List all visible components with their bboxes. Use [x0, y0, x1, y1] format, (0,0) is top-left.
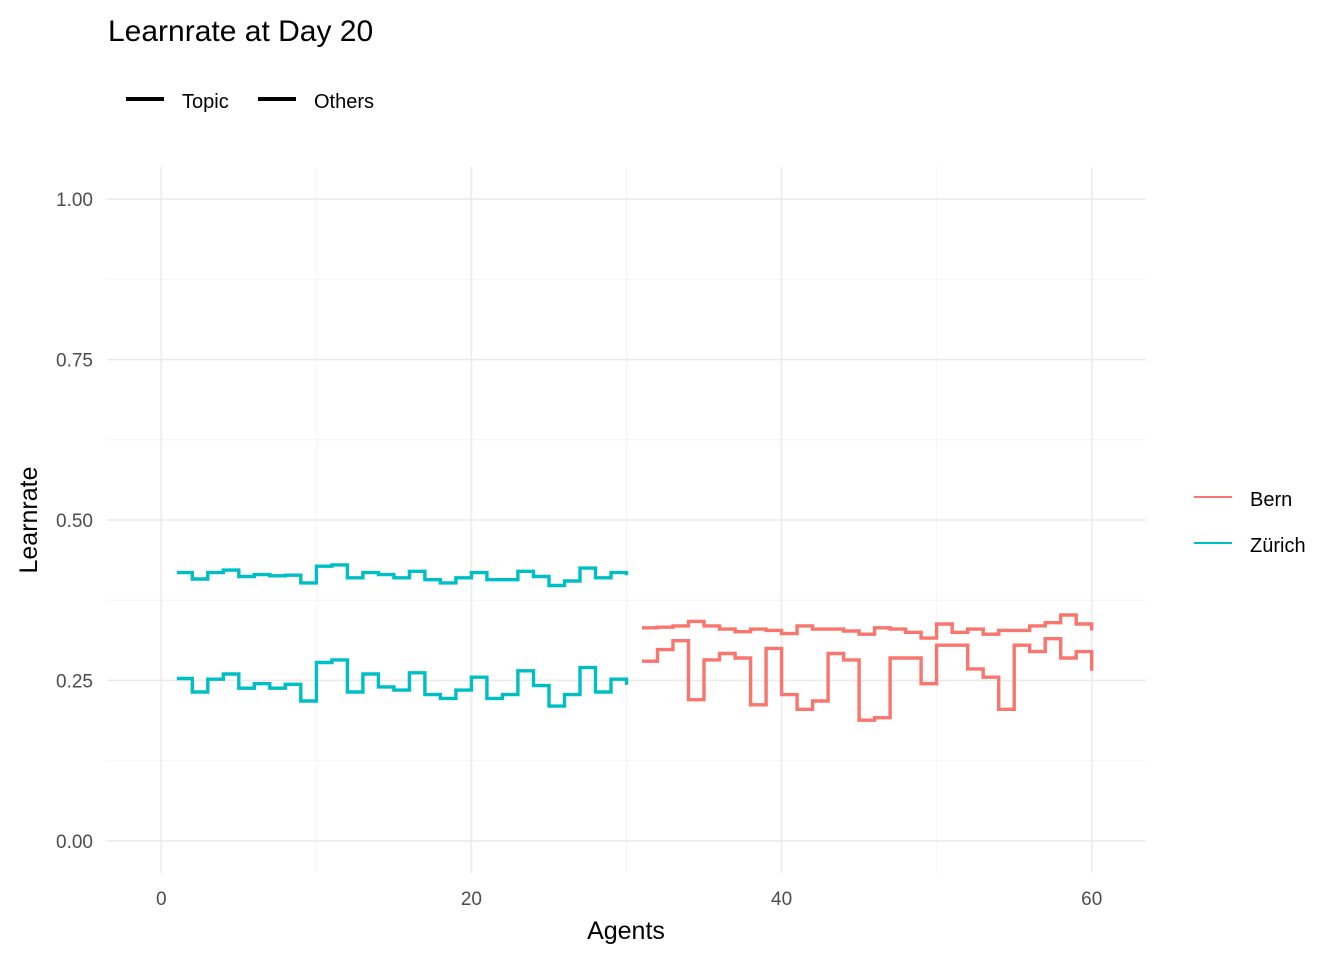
y-tick-label: 0.00 [56, 832, 93, 853]
x-tick-label: 20 [461, 889, 482, 910]
series-bern-topic [642, 613, 1094, 640]
series-bern-others [642, 637, 1094, 722]
x-tick-label: 0 [156, 889, 167, 910]
legend-label-others: Others [314, 91, 374, 113]
legend-label-zurich: Zürich [1250, 535, 1306, 557]
x-axis-title: Agents [587, 917, 665, 945]
plot-series [176, 563, 1094, 722]
series-zrich-others [176, 658, 629, 708]
legend-label-bern: Bern [1250, 489, 1292, 511]
y-tick-label: 1.00 [56, 190, 93, 211]
grid-lines [107, 167, 1146, 873]
y-tick-label: 0.25 [56, 671, 93, 692]
chart-title: Learnrate at Day 20 [108, 15, 373, 48]
y-tick-label: 0.50 [56, 511, 93, 532]
axis-ticks: 0 20 40 60 0.00 0.25 0.50 0.75 1.00 [56, 190, 1102, 910]
legend-label-topic: Topic [182, 91, 229, 113]
x-tick-label: 60 [1081, 889, 1102, 910]
linetype-legend: Topic Others [126, 91, 374, 113]
x-tick-label: 40 [771, 889, 792, 910]
series-zrich-topic [176, 563, 629, 588]
y-tick-label: 0.75 [56, 351, 93, 372]
color-legend: Bern Zürich [1194, 489, 1306, 557]
y-axis-title: Learnrate [15, 466, 43, 573]
